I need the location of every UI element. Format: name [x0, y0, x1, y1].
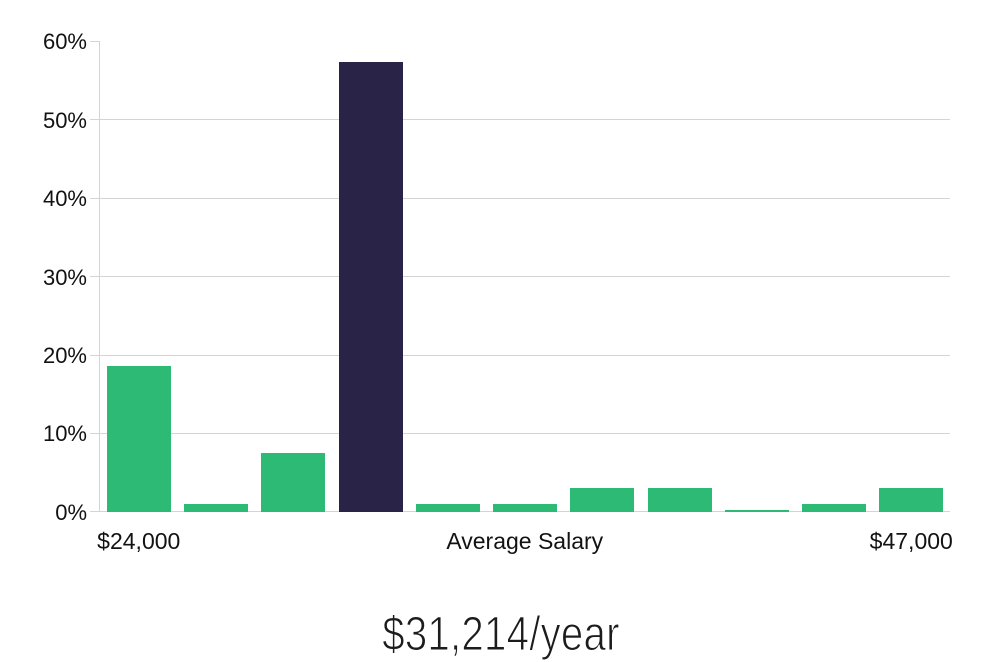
y-tick-label-10%: 10%: [42, 421, 87, 447]
y-tick-label-40%: 40%: [42, 186, 87, 212]
y-tick-label-0%: 0%: [55, 499, 87, 525]
bar-1[interactable]: [184, 503, 248, 512]
bar-10[interactable]: [879, 488, 944, 512]
bar-6[interactable]: [570, 488, 635, 512]
x-axis-label-1: Average Salary: [446, 528, 604, 554]
average-salary-title: $31,214/year: [357, 606, 643, 662]
gridline-20%: [90, 354, 950, 356]
bar-7[interactable]: [647, 488, 712, 512]
y-tick-label-30%: 30%: [42, 264, 87, 290]
y-tick-label-60%: 60%: [42, 29, 87, 55]
average-salary-title-text: $31,214/year: [381, 606, 620, 661]
gridline-50%: [90, 119, 950, 121]
bar-9[interactable]: [802, 503, 866, 512]
y-tick-label-20%: 20%: [42, 343, 87, 368]
bar-8[interactable]: [724, 510, 789, 512]
bar-4[interactable]: [415, 503, 480, 512]
x-axis-label-0: $24,000: [97, 528, 181, 554]
bar-5[interactable]: [493, 503, 557, 512]
y-tick-label-50%: 50%: [42, 107, 87, 133]
gridline-30%: [90, 276, 950, 278]
gridline-40%: [90, 197, 950, 199]
bar-0[interactable]: [106, 365, 171, 512]
gridline-60%: [90, 40, 100, 42]
y-axis-line: [99, 40, 100, 513]
bar-2[interactable]: [261, 453, 326, 512]
bar-3-highlight[interactable]: [338, 61, 403, 512]
gridline-0%: [90, 511, 950, 513]
x-axis-label-2: $47,000: [869, 528, 953, 554]
gridline-10%: [90, 432, 950, 434]
